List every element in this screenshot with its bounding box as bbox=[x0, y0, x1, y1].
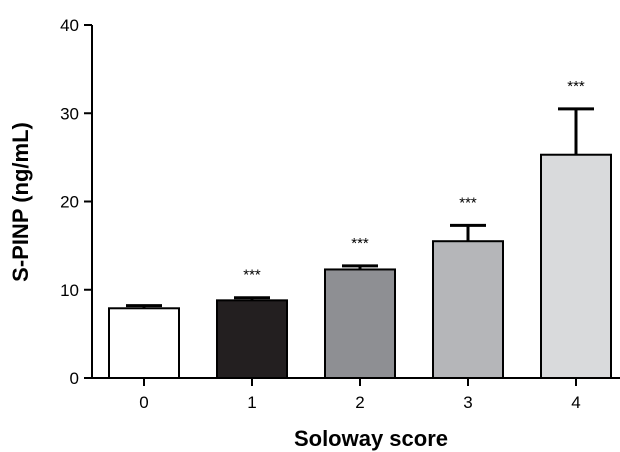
y-tick-label: 20 bbox=[60, 193, 79, 212]
x-axis-title: Soloway score bbox=[294, 426, 448, 451]
y-axis: 0 10 20 30 40 bbox=[60, 16, 93, 388]
error-bar bbox=[234, 296, 270, 301]
error-bar bbox=[342, 264, 378, 270]
x-tick-label: 3 bbox=[463, 393, 472, 412]
x-tick-label: 2 bbox=[355, 393, 364, 412]
error-bar bbox=[558, 107, 594, 155]
x-axis: 0 1 2 3 4 bbox=[92, 377, 620, 412]
x-tick-label: 0 bbox=[139, 393, 148, 412]
error-bar bbox=[126, 304, 162, 309]
bar bbox=[108, 307, 180, 379]
significance-label: *** bbox=[567, 78, 585, 95]
y-tick-label: 40 bbox=[60, 16, 79, 35]
bar bbox=[216, 299, 288, 379]
significance-label: *** bbox=[459, 194, 477, 211]
y-tick-label: 10 bbox=[60, 281, 79, 300]
y-tick-label: 30 bbox=[60, 104, 79, 123]
x-tick-label: 1 bbox=[247, 393, 256, 412]
bar bbox=[540, 153, 612, 379]
bar bbox=[432, 240, 504, 379]
y-tick-label: 0 bbox=[70, 369, 79, 388]
x-tick-label: 4 bbox=[571, 393, 580, 412]
bars: *** *** *** *** bbox=[108, 78, 612, 380]
error-bar bbox=[450, 223, 486, 242]
significance-label: *** bbox=[243, 267, 261, 284]
y-axis-title: S-PINP (ng/mL) bbox=[8, 122, 33, 282]
significance-label: *** bbox=[351, 235, 369, 252]
bar bbox=[324, 268, 396, 380]
